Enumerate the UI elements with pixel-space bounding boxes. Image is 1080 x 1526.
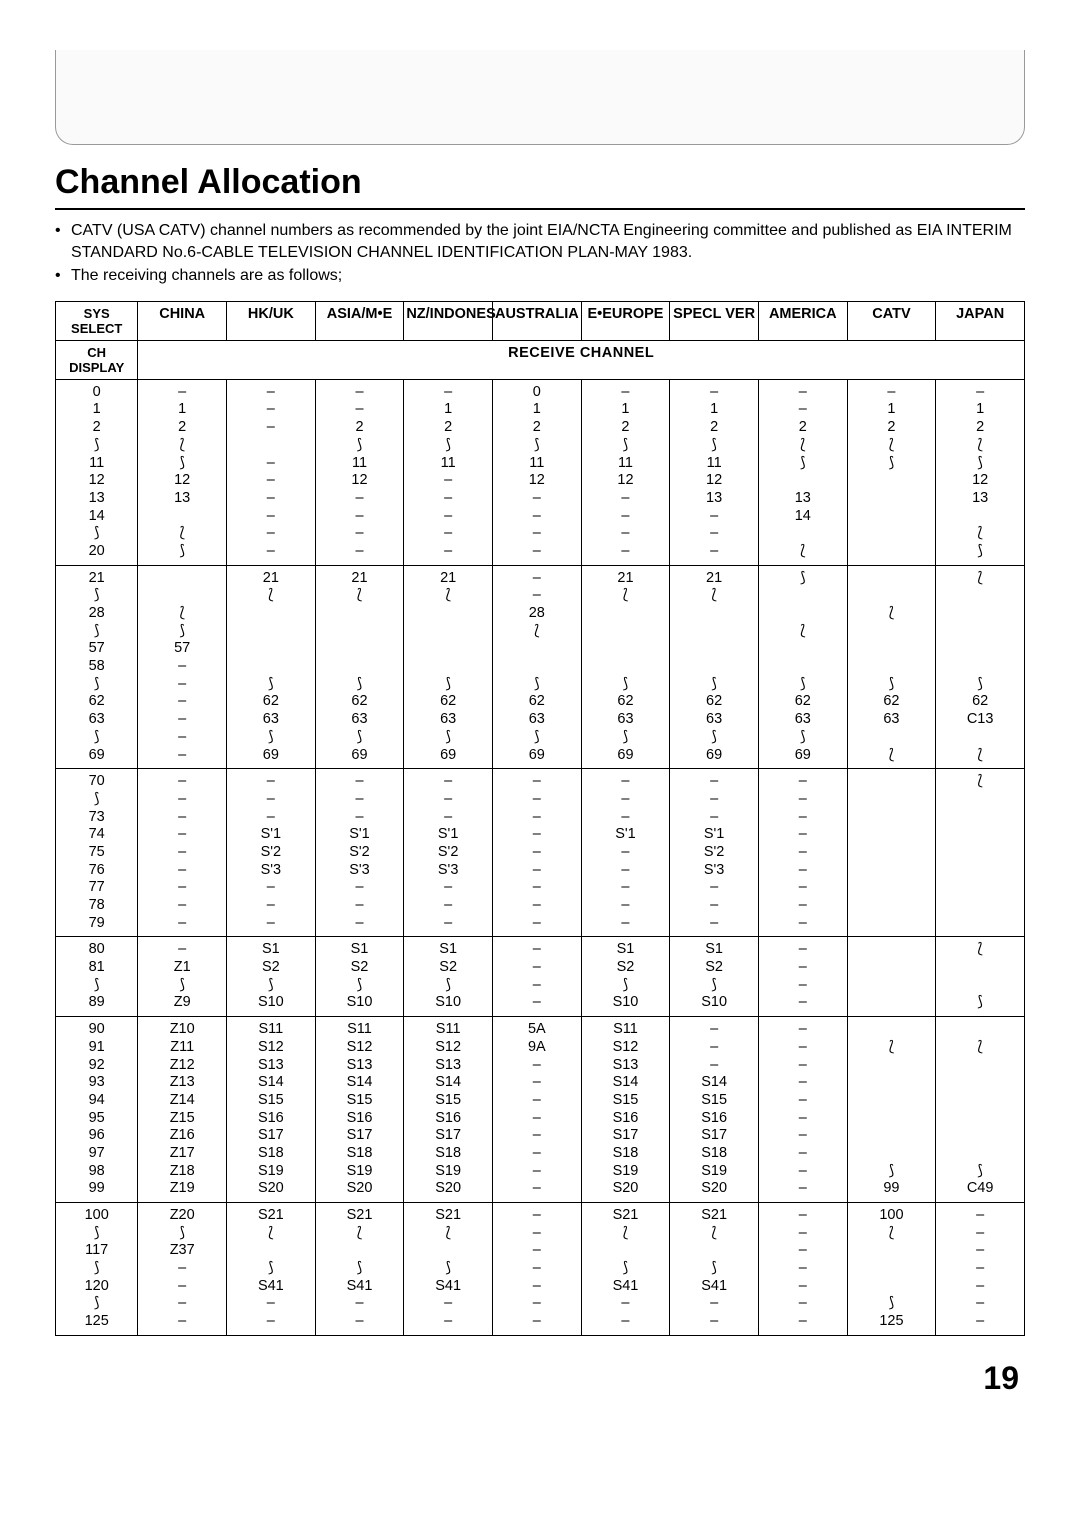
channel-cell: – – – S'1 S'2 S'3 – – – [404,769,493,937]
page-number: 19 [55,1360,1025,1397]
channel-cell: – – – S'1 S'2 S'3 – – – [227,769,316,937]
channel-cell: – – – S'1 S'2 S'3 – – – [670,769,759,937]
channel-cell: 21 ⟅ ⟆ 62 63 ⟆ 69 [227,565,316,769]
note-2: The receiving channels are as follows; [71,265,342,287]
channel-cell: S21 ⟅ ⟆ S41 – – [404,1203,493,1336]
channel-cell: – – 2 ⟆ 11 12 – – – – [315,379,404,565]
hdr-eeurope: E•EUROPE [581,301,670,340]
channel-cell: S21 ⟅ ⟆ S41 – – [670,1203,759,1336]
channel-cell: 21 ⟅ ⟆ 62 63 ⟆ 69 [581,565,670,769]
channel-cell: – – – – – – – [492,1203,581,1336]
channel-cell: – – – S'1 – – – – – [581,769,670,937]
channel-cell: – – – – – – – – – – [758,1017,847,1203]
channel-cell: S1 S2 ⟆ S10 [315,937,404,1017]
channel-cell [847,937,936,1017]
channel-cell: – – – – – – – [936,1203,1025,1336]
channel-cell: ⟅ ⟆ 62 C13 ⟅ [936,565,1025,769]
channel-cell: – – – – [758,937,847,1017]
channel-cell: – Z1 ⟆ Z9 [138,937,227,1017]
channel-cell: – – 28 ⟅ ⟆ 62 63 ⟆ 69 [492,565,581,769]
channel-cell [847,769,936,937]
channel-cell: 0 1 2 ⟆ 11 12 – – – – [492,379,581,565]
channel-cell: – – – – [492,937,581,1017]
channel-cell: – 1 2 ⟅ ⟆ [847,379,936,565]
channel-cell: – 1 2 ⟆ 11 12 – – – – [581,379,670,565]
notes: • CATV (USA CATV) channel numbers as rec… [55,220,1025,287]
channel-cell: – – – S'1 S'2 S'3 – – – [315,769,404,937]
channel-cell: ⟅ [936,769,1025,937]
channel-cell: Z20 ⟆ Z37 – – – – [138,1203,227,1336]
table-row: 70 ⟆ 73 74 75 76 77 78 79– – – – – – – –… [56,769,1025,937]
channel-cell: S11 S12 S13 S14 S15 S16 S17 S18 S19 S20 [404,1017,493,1203]
title-rule [55,208,1025,210]
channel-cell: ⟅ ⟆ 62 63 ⟅ [847,565,936,769]
channel-cell: S21 ⟅ ⟆ S41 – – [315,1203,404,1336]
channel-cell: S1 S2 ⟆ S10 [581,937,670,1017]
channel-cell: – – 2 ⟅ ⟆ 13 14 ⟅ [758,379,847,565]
ch-display-cell: 70 ⟆ 73 74 75 76 77 78 79 [56,769,138,937]
channel-cell: S11 S12 S13 S14 S15 S16 S17 S18 S19 S20 [227,1017,316,1203]
channel-cell: – – – – – – – – – [227,379,316,565]
table-row: 21 ⟆ 28 ⟆ 57 58 ⟆ 62 63 ⟆ 69 ⟅ ⟆ 57 – – … [56,565,1025,769]
channel-cell: 100 ⟅ ⟆ 125 [847,1203,936,1336]
channel-cell: ⟅ ⟆ C49 [936,1017,1025,1203]
channel-cell: – – – – – – – [758,1203,847,1336]
hdr-receive: RECEIVE CHANNEL [138,340,1025,379]
page-title: Channel Allocation [55,163,1025,202]
table-row: 0 1 2 ⟆ 11 12 13 14 ⟆ 20– 1 2 ⟅ ⟆ 12 13 … [56,379,1025,565]
channel-cell: 21 ⟅ ⟆ 62 63 ⟆ 69 [315,565,404,769]
channel-cell: ⟅ ⟆ 57 – – – – – – [138,565,227,769]
channel-cell: S11 S12 S13 S14 S15 S16 S17 S18 S19 S20 [315,1017,404,1203]
hdr-china: CHINA [138,301,227,340]
channel-cell: S21 ⟅ ⟆ S41 – – [227,1203,316,1336]
ch-display-cell: 90 91 92 93 94 95 96 97 98 99 [56,1017,138,1203]
channel-cell: ⟅ ⟆ 99 [847,1017,936,1203]
channel-cell: S11 S12 S13 S14 S15 S16 S17 S18 S19 S20 [581,1017,670,1203]
channel-cell: – – – – – – – – – [758,769,847,937]
ch-display-cell: 21 ⟆ 28 ⟆ 57 58 ⟆ 62 63 ⟆ 69 [56,565,138,769]
channel-cell: – – – – – – – – – [138,769,227,937]
channel-table: SYS SELECT CHINA HK/UK ASIA/M•E NZ/INDON… [55,301,1025,1336]
channel-cell: S1 S2 ⟆ S10 [227,937,316,1017]
channel-cell: – 1 2 ⟅ ⟆ 12 13 ⟅ ⟆ [936,379,1025,565]
hdr-specl: SPECL VER [670,301,759,340]
channel-cell: S1 S2 ⟆ S10 [670,937,759,1017]
hdr-asia: ASIA/M•E [315,301,404,340]
hdr-aus: AUSTRALIA [492,301,581,340]
scan-artifact-box [55,50,1025,145]
hdr-america: AMERICA [758,301,847,340]
hdr-hkuk: HK/UK [227,301,316,340]
channel-cell: ⟅ ⟆ [936,937,1025,1017]
hdr-ch-display: CH DISPLAY [56,340,138,379]
channel-cell: S21 ⟅ ⟆ S41 – – [581,1203,670,1336]
note-1: CATV (USA CATV) channel numbers as recom… [71,220,1025,263]
channel-cell: S1 S2 ⟆ S10 [404,937,493,1017]
hdr-catv: CATV [847,301,936,340]
ch-display-cell: 0 1 2 ⟆ 11 12 13 14 ⟆ 20 [56,379,138,565]
bullet-icon: • [55,220,71,242]
channel-cell: ⟆ ⟅ ⟆ 62 63 ⟆ 69 [758,565,847,769]
bullet-icon: • [55,265,71,287]
hdr-nz: NZ/INDONES [404,301,493,340]
channel-cell: – – – S14 S15 S16 S17 S18 S19 S20 [670,1017,759,1203]
table-row: 90 91 92 93 94 95 96 97 98 99Z10 Z11 Z12… [56,1017,1025,1203]
channel-cell: – 1 2 ⟆ 11 12 13 – – – [670,379,759,565]
hdr-japan: JAPAN [936,301,1025,340]
hdr-sys-select: SYS SELECT [56,301,138,340]
table-row: 100 ⟆ 117 ⟆ 120 ⟆ 125Z20 ⟆ Z37 – – – –S2… [56,1203,1025,1336]
ch-display-cell: 100 ⟆ 117 ⟆ 120 ⟆ 125 [56,1203,138,1336]
channel-cell: 21 ⟅ ⟆ 62 63 ⟆ 69 [404,565,493,769]
channel-cell: – – – – – – – – – [492,769,581,937]
channel-cell: – 1 2 ⟆ 11 – – – – – [404,379,493,565]
channel-cell: 5A 9A – – – – – – – – [492,1017,581,1203]
channel-cell: – 1 2 ⟅ ⟆ 12 13 ⟅ ⟆ [138,379,227,565]
channel-cell: Z10 Z11 Z12 Z13 Z14 Z15 Z16 Z17 Z18 Z19 [138,1017,227,1203]
channel-cell: 21 ⟅ ⟆ 62 63 ⟆ 69 [670,565,759,769]
ch-display-cell: 80 81 ⟆ 89 [56,937,138,1017]
table-row: 80 81 ⟆ 89– Z1 ⟆ Z9S1 S2 ⟆ S10S1 S2 ⟆ S1… [56,937,1025,1017]
